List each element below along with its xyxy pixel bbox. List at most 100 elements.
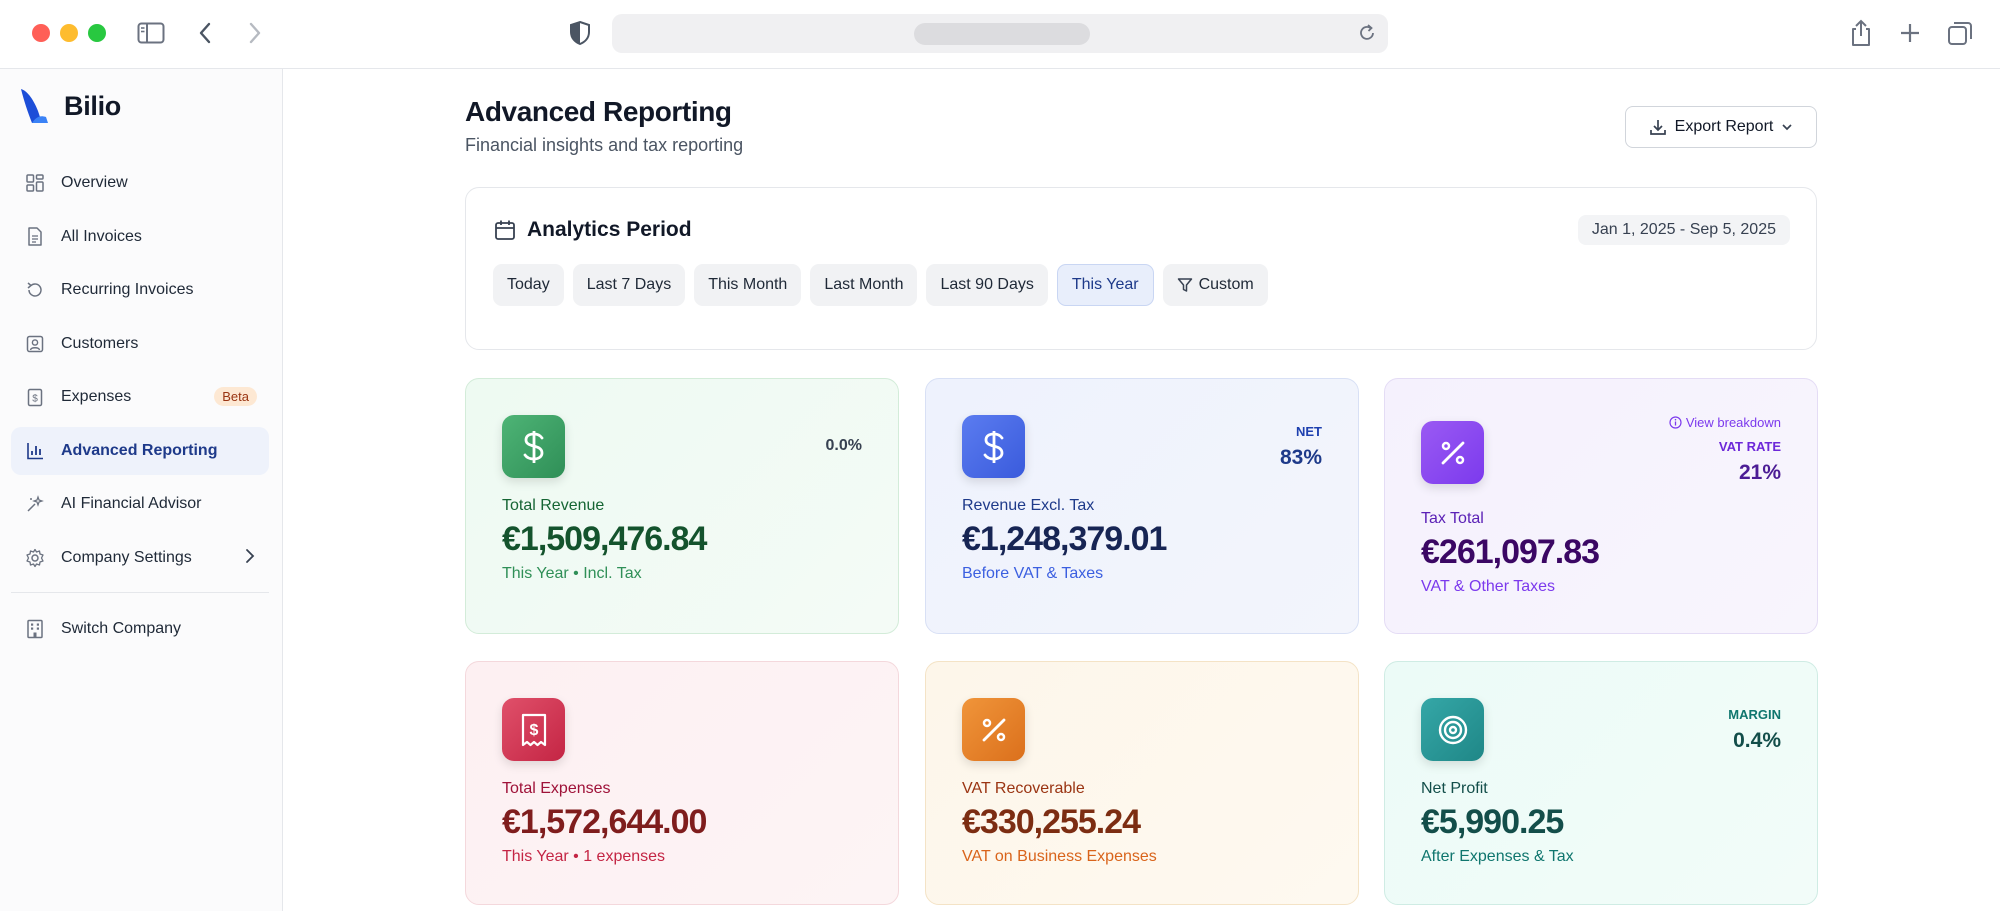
sidebar-item-label: Advanced Reporting — [61, 441, 218, 459]
revenue-excl-tax-card: NET 83% Revenue Excl. Tax €1,248,379.01 … — [925, 378, 1359, 634]
receipt-icon: $ — [502, 698, 565, 761]
tax-total-card: View breakdown VAT RATE 21% Tax Total €2… — [1384, 378, 1818, 634]
vat-recoverable-subtext: VAT on Business Expenses — [962, 848, 1157, 865]
gear-icon — [25, 548, 45, 568]
refresh-icon — [25, 280, 45, 300]
sidebar-item-expenses[interactable]: $ Expenses Beta — [11, 373, 269, 421]
page-subtitle: Financial insights and tax reporting — [465, 135, 744, 155]
share-icon[interactable] — [1844, 16, 1878, 50]
net-profit-subtext: After Expenses & Tax — [1421, 848, 1574, 865]
tax-total-label: Tax Total — [1421, 510, 1484, 527]
chip-this-month[interactable]: This Month — [694, 264, 802, 306]
close-window-button[interactable] — [32, 24, 50, 42]
reload-icon[interactable] — [1356, 22, 1378, 44]
analytics-period-title: Analytics Period — [494, 218, 692, 242]
sidebar-item-label: AI Financial Advisor — [61, 495, 202, 512]
total-revenue-card: 0.0% Total Revenue €1,509,476.84 This Ye… — [465, 378, 899, 634]
new-tab-icon[interactable] — [1893, 16, 1927, 50]
brand-name: Bilio — [64, 90, 121, 121]
export-report-button[interactable]: Export Report — [1625, 106, 1817, 148]
expenses-subtext: This Year • 1 expenses — [502, 848, 666, 865]
view-breakdown-label: View breakdown — [1685, 415, 1781, 430]
vat-rate-value: 21% — [1738, 461, 1781, 484]
user-square-icon — [25, 334, 45, 354]
expenses-value: €1,572,644.00 — [502, 803, 707, 841]
sidebar-toggle-icon[interactable] — [134, 16, 168, 50]
tax-total-subtext: VAT & Other Taxes — [1421, 578, 1555, 595]
revenue-change: 0.0% — [825, 437, 862, 454]
switch-company-label: Switch Company — [61, 619, 182, 637]
vat-recoverable-card: VAT Recoverable €330,255.24 VAT on Busin… — [925, 661, 1359, 905]
grid-icon — [25, 173, 45, 193]
export-report-label: Export Report — [1674, 118, 1774, 135]
dollar-icon — [502, 415, 565, 478]
revenue-excl-subtext: Before VAT & Taxes — [962, 565, 1104, 582]
info-icon — [1669, 416, 1682, 429]
net-tag: NET — [1296, 424, 1322, 439]
sidebar-item-overview[interactable]: Overview — [11, 159, 269, 207]
sidebar-divider — [11, 591, 269, 593]
sparkle-icon — [25, 494, 45, 514]
chip-last-month[interactable]: Last Month — [810, 264, 918, 306]
margin-tag: MARGIN — [1728, 707, 1781, 722]
revenue-excl-label: Revenue Excl. Tax — [962, 497, 1095, 514]
sidebar-item-ai-financial-advisor[interactable]: AI Financial Advisor — [11, 480, 269, 528]
browser-toolbar — [0, 0, 2000, 69]
switch-company-button[interactable]: Switch Company — [11, 605, 269, 653]
sidebar-item-customers[interactable]: Customers — [11, 320, 269, 368]
analytics-period-label: Analytics Period — [527, 218, 692, 241]
target-icon — [1421, 698, 1484, 761]
svg-text:$: $ — [32, 393, 38, 404]
address-bar[interactable] — [612, 14, 1388, 53]
tax-total-value: €261,097.83 — [1421, 533, 1600, 571]
sidebar: Bilio Overview All Invoices Recurring In… — [0, 69, 283, 911]
chip-today[interactable]: Today — [493, 264, 564, 306]
page-title: Advanced Reporting — [465, 96, 732, 127]
revenue-value: €1,509,476.84 — [502, 520, 707, 558]
revenue-subtext: This Year • Incl. Tax — [502, 565, 642, 582]
sidebar-item-label: Expenses — [61, 388, 132, 405]
view-breakdown-link[interactable]: View breakdown — [1669, 415, 1781, 430]
chevron-right-icon — [245, 548, 255, 569]
shield-icon[interactable] — [563, 16, 597, 50]
forward-icon[interactable] — [238, 16, 272, 50]
sidebar-nav: Overview All Invoices Recurring Invoices… — [11, 159, 269, 658]
beta-badge: Beta — [214, 387, 257, 406]
sidebar-item-recurring-invoices[interactable]: Recurring Invoices — [11, 266, 269, 314]
chip-last-7-days[interactable]: Last 7 Days — [572, 264, 686, 306]
sidebar-item-label: Overview — [61, 174, 128, 191]
margin-value: 0.4% — [1733, 729, 1781, 752]
maximize-window-button[interactable] — [88, 24, 106, 42]
dollar-icon — [962, 415, 1025, 478]
building-icon — [25, 619, 45, 639]
vat-recoverable-label: VAT Recoverable — [962, 780, 1085, 797]
receipt-icon: $ — [25, 387, 45, 407]
net-profit-value: €5,990.25 — [1421, 803, 1564, 841]
sidebar-item-label: Recurring Invoices — [61, 281, 194, 298]
total-expenses-card: $ Total Expenses €1,572,644.00 This Year… — [465, 661, 899, 905]
filter-icon — [1177, 278, 1192, 292]
sidebar-item-label: Customers — [61, 334, 139, 352]
net-profit-label: Net Profit — [1421, 780, 1488, 797]
revenue-excl-value: €1,248,379.01 — [962, 520, 1167, 558]
net-value: 83% — [1279, 446, 1322, 469]
expenses-label: Total Expenses — [502, 780, 611, 797]
chip-custom[interactable]: Custom — [1162, 264, 1268, 306]
brand[interactable]: Bilio — [18, 87, 121, 125]
chip-this-year[interactable]: This Year — [1056, 264, 1154, 306]
calendar-icon — [495, 220, 515, 240]
back-icon[interactable] — [188, 16, 222, 50]
percent-icon — [1421, 421, 1484, 484]
sidebar-item-advanced-reporting[interactable]: Advanced Reporting — [11, 426, 269, 475]
net-profit-card: MARGIN 0.4% Net Profit €5,990.25 After E… — [1384, 661, 1818, 905]
minimize-window-button[interactable] — [60, 24, 78, 42]
date-range: Jan 1, 2025 - Sep 5, 2025 — [1577, 215, 1790, 245]
chevron-down-icon — [1782, 124, 1792, 131]
tabs-overview-icon[interactable] — [1943, 16, 1977, 50]
sidebar-item-all-invoices[interactable]: All Invoices — [11, 213, 269, 261]
sidebar-item-company-settings[interactable]: Company Settings — [11, 534, 269, 582]
period-chips: Today Last 7 Days This Month Last Month … — [493, 264, 1268, 306]
document-icon — [25, 227, 45, 247]
revenue-label: Total Revenue — [502, 497, 605, 514]
chip-last-90-days[interactable]: Last 90 Days — [926, 264, 1048, 306]
